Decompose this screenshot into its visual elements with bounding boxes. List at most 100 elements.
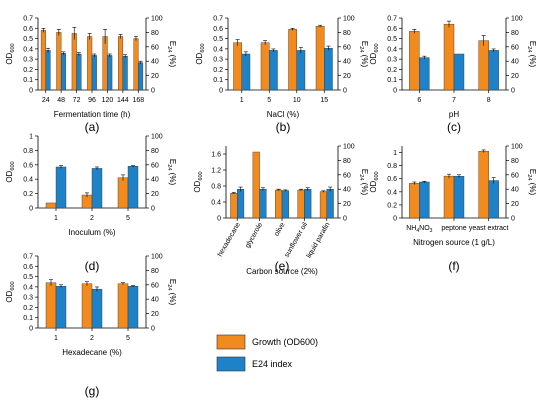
right-tick-label: 60 <box>511 44 519 51</box>
left-tick-label: 0.6 <box>387 176 397 183</box>
right-axis-title: E24 (%) <box>166 159 177 186</box>
left-tick-label: 0.4 <box>213 46 223 53</box>
left-tick-label: 0.6 <box>23 264 33 271</box>
left-tick-label: 0.4 <box>23 177 33 184</box>
growth-bar-0 <box>230 192 238 219</box>
left-tick-label: 0 <box>393 216 397 223</box>
left-tick-label: 0.6 <box>387 26 397 33</box>
left-tick-label: 0.5 <box>213 36 223 43</box>
left-tick-label: 0.2 <box>23 305 33 312</box>
right-tick-label: 20 <box>511 201 519 208</box>
left-tick-label: 0.2 <box>23 191 33 198</box>
left-tick-label: 1.6 <box>211 152 221 159</box>
left-axis-title: OD600 <box>193 171 204 192</box>
x-tick-label: 144 <box>117 97 129 104</box>
panel-label: (d) <box>85 259 100 273</box>
left-tick-label: 0.1 <box>23 315 33 322</box>
panel-label: (c) <box>447 120 461 134</box>
left-tick-label: 0 <box>29 326 33 333</box>
x-axis-title: Fermentation time (h) <box>54 110 131 119</box>
right-tick-label: 0 <box>151 88 155 95</box>
legend-label-e24: E24 index <box>252 359 293 369</box>
left-tick-label: 0.5 <box>23 36 33 43</box>
left-axis-title: OD600 <box>195 43 206 64</box>
e24-bar-1 <box>91 288 103 329</box>
growth-bar-1 <box>443 175 455 219</box>
x-axis-title: Nitrogen source (1 g/L) <box>413 238 495 247</box>
right-axis-title: E24 (%) <box>526 41 537 68</box>
x-tick-label: sunflower oil <box>284 221 310 259</box>
right-tick-label: 60 <box>343 172 351 179</box>
left-tick-label: 0.7 <box>23 16 33 23</box>
panel-label: (e) <box>275 259 290 273</box>
growth-bar-0 <box>45 282 57 329</box>
left-tick-label: 0.7 <box>213 16 223 23</box>
growth-bar-4 <box>319 191 327 219</box>
right-tick-label: 20 <box>151 311 159 318</box>
x-tick-label: 10 <box>293 97 301 104</box>
e24-bar-1 <box>453 176 465 219</box>
right-tick-label: 100 <box>343 16 355 23</box>
growth-bar-0 <box>233 42 242 91</box>
x-tick-label: 1 <box>240 97 244 104</box>
legend-swatch-growth <box>216 334 246 350</box>
growth-bar-1 <box>443 23 455 91</box>
left-tick-label: 0.2 <box>387 67 397 74</box>
left-tick-label: 0.5 <box>387 36 397 43</box>
right-tick-label: 100 <box>151 254 163 261</box>
panel-b: 0 0.1 0.2 0.3 0.4 0.5 0.6 0.7 0 20 40 60 80 100 OD600 E… <box>195 16 369 135</box>
right-tick-label: 100 <box>151 134 163 141</box>
x-tick-label: glycerole <box>244 221 264 249</box>
e24-bar-0 <box>419 57 430 91</box>
left-tick-label: 0.7 <box>387 16 397 23</box>
left-tick-label: 0.3 <box>23 57 33 64</box>
left-tick-label: 1 <box>393 150 397 157</box>
left-tick-label: 0.8 <box>23 148 33 155</box>
growth-bar-2 <box>478 40 489 91</box>
panel-label: (b) <box>276 120 291 134</box>
x-tick-label: 96 <box>88 97 96 104</box>
left-tick-label: 0.8 <box>387 163 397 170</box>
x-tick-label: 7 <box>452 97 456 104</box>
left-tick-label: 0.5 <box>23 274 33 281</box>
x-tick-label: 5 <box>267 97 271 104</box>
growth-bar-0 <box>40 30 46 91</box>
right-tick-label: 40 <box>151 177 159 184</box>
panel-label: (f) <box>448 259 459 273</box>
right-tick-label: 60 <box>151 44 159 51</box>
e24-bar-4 <box>107 55 113 91</box>
growth-bar-0 <box>409 31 420 91</box>
left-tick-label: 0.3 <box>213 57 223 64</box>
left-tick-label: 0.8 <box>211 184 221 191</box>
right-tick-label: 80 <box>511 30 519 37</box>
growth-bar-3 <box>87 36 93 91</box>
x-tick-label: 1 <box>54 335 58 342</box>
e24-bar-3 <box>91 55 97 91</box>
right-tick-label: 0 <box>151 206 155 213</box>
x-tick-label: hexadecane <box>217 221 242 258</box>
e24-bar-5 <box>122 55 128 91</box>
right-tick-label: 40 <box>151 297 159 304</box>
left-tick-label: 0.1 <box>387 77 397 84</box>
right-tick-label: 80 <box>151 268 159 275</box>
x-tick-label: 5 <box>126 215 130 222</box>
left-tick-label: 0.2 <box>213 67 223 74</box>
right-tick-label: 80 <box>151 148 159 155</box>
right-tick-label: 100 <box>511 16 523 23</box>
e24-bar-2 <box>127 286 139 329</box>
x-tick-label: 1 <box>54 215 58 222</box>
left-tick-label: 0.4 <box>211 200 221 207</box>
right-tick-label: 0 <box>343 88 347 95</box>
x-tick-label: 6 <box>417 97 421 104</box>
right-axis-title: E24 (%) <box>358 169 369 196</box>
panel-a: 0 0.1 0.2 0.3 0.4 0.5 0.6 0.7 0 20 40 60 80 100 OD600 E… <box>5 16 177 135</box>
panel-label: (a) <box>85 120 100 134</box>
left-tick-label: 0.3 <box>387 57 397 64</box>
right-tick-label: 20 <box>151 191 159 198</box>
growth-bar-0 <box>409 183 420 219</box>
growth-bar-5 <box>118 36 124 91</box>
e24-bar-0 <box>236 188 245 219</box>
left-tick-label: 0.1 <box>213 77 223 84</box>
legend-label-growth: Growth (OD600) <box>252 337 318 347</box>
